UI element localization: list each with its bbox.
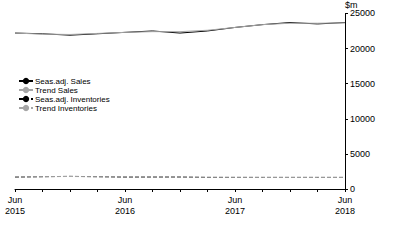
svg-text:Jun: Jun xyxy=(118,195,133,205)
svg-text:Jun: Jun xyxy=(338,195,353,205)
svg-text:25000: 25000 xyxy=(350,8,375,18)
svg-text:Seas.adj. Inventories: Seas.adj. Inventories xyxy=(35,95,110,104)
svg-text:2015: 2015 xyxy=(5,206,25,216)
svg-text:15000: 15000 xyxy=(350,79,375,89)
svg-text:5000: 5000 xyxy=(350,149,370,159)
svg-text:20000: 20000 xyxy=(350,44,375,54)
svg-text:Trend Inventories: Trend Inventories xyxy=(35,104,97,113)
svg-text:10000: 10000 xyxy=(350,114,375,124)
svg-text:2016: 2016 xyxy=(115,206,135,216)
svg-text:Seas.adj. Sales: Seas.adj. Sales xyxy=(35,77,91,86)
svg-text:Jun: Jun xyxy=(8,195,23,205)
svg-text:Jun: Jun xyxy=(228,195,243,205)
svg-text:2017: 2017 xyxy=(225,206,245,216)
svg-text:0: 0 xyxy=(350,184,355,194)
svg-text:Trend Sales: Trend Sales xyxy=(35,86,78,95)
svg-text:2018: 2018 xyxy=(335,206,355,216)
